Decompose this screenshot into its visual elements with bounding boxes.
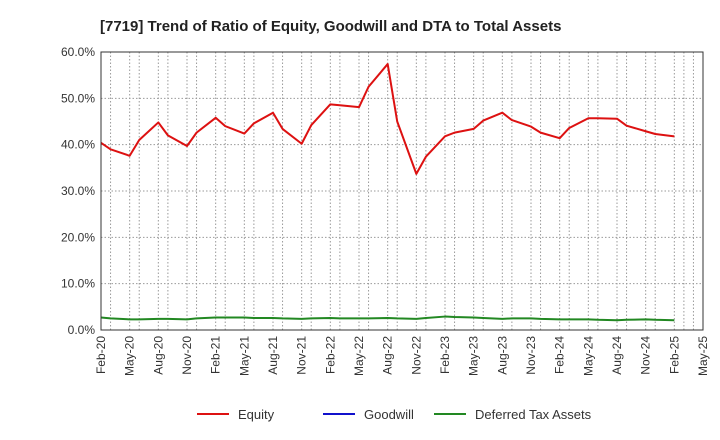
x-tick-label: Nov-22 — [409, 336, 423, 375]
x-tick-label: May-20 — [123, 336, 137, 376]
x-tick-label: Feb-20 — [94, 336, 108, 374]
x-tick-label: Nov-24 — [639, 336, 653, 375]
y-tick-label: 60.0% — [61, 45, 95, 59]
x-axis-ticks: Feb-20 May-20 Aug-20 Nov-20 Feb-21 May-21 Aug-… — [94, 336, 710, 376]
y-tick-label: 40.0% — [61, 138, 95, 152]
legend: Equity Goodwill Deferred Tax Assets — [197, 407, 592, 422]
series-line-equity — [100, 63, 675, 175]
x-tick-label: May-23 — [467, 336, 481, 376]
x-tick-label: Feb-21 — [209, 336, 223, 374]
x-tick-label: May-25 — [696, 336, 710, 376]
x-tick-label: Feb-24 — [553, 336, 567, 374]
x-tick-label: Aug-20 — [151, 336, 165, 375]
grid — [101, 52, 703, 330]
series-layer — [100, 63, 675, 322]
x-tick-label: May-22 — [352, 336, 366, 376]
x-tick-label: Aug-22 — [381, 336, 395, 375]
y-tick-label: 0.0% — [68, 323, 96, 337]
y-tick-label: 20.0% — [61, 230, 95, 244]
x-tick-label: Aug-23 — [495, 336, 509, 375]
y-tick-label: 30.0% — [61, 184, 95, 198]
x-tick-label: Nov-20 — [180, 336, 194, 375]
x-tick-label: Feb-25 — [667, 336, 681, 374]
legend-label-deferred-tax-assets: Deferred Tax Assets — [475, 407, 592, 422]
y-tick-label: 50.0% — [61, 91, 95, 105]
x-tick-label: Feb-22 — [323, 336, 337, 374]
x-tick-label: Feb-23 — [438, 336, 452, 374]
x-tick-label: Nov-23 — [524, 336, 538, 375]
plot-frame — [100, 51, 704, 331]
legend-label-goodwill: Goodwill — [364, 407, 414, 422]
x-tick-label: Nov-21 — [295, 336, 309, 375]
chart-title: [7719] Trend of Ratio of Equity, Goodwil… — [100, 18, 561, 35]
series-line-deferred-tax-assets — [100, 315, 675, 322]
x-tick-label: May-21 — [237, 336, 251, 376]
x-tick-label: Aug-21 — [266, 336, 280, 375]
legend-label-equity: Equity — [238, 407, 275, 422]
y-tick-label: 10.0% — [61, 277, 95, 291]
x-tick-label: Aug-24 — [610, 336, 624, 375]
y-axis-ticks: 0.0% 10.0% 20.0% 30.0% 40.0% 50.0% 60.0% — [61, 45, 95, 337]
x-tick-label: May-24 — [581, 336, 595, 376]
